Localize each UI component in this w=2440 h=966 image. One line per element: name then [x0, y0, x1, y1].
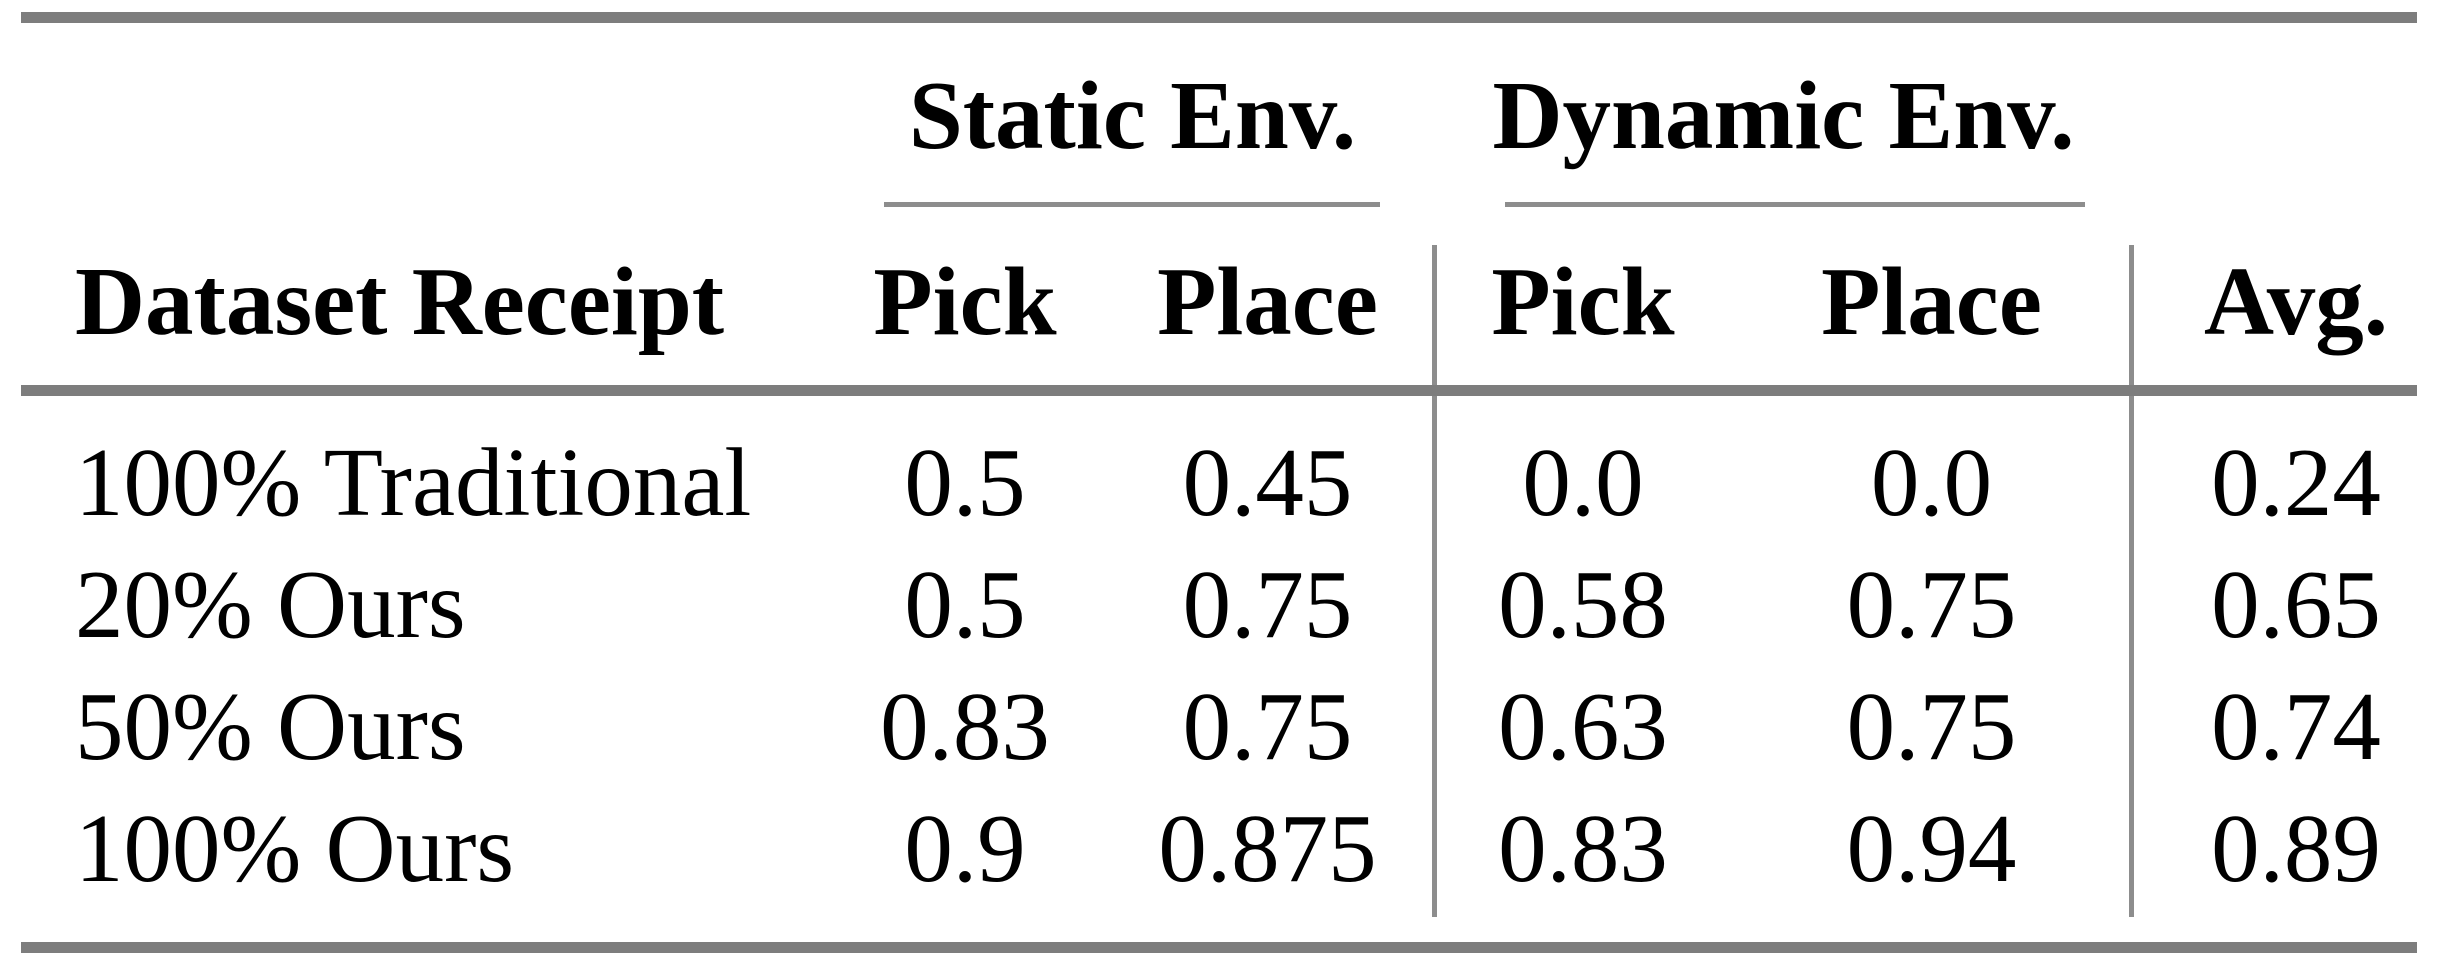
cell-dynamic-pick: 0.0: [1522, 428, 1644, 536]
column-header-static-place: Place: [1157, 248, 1378, 355]
results-table: Static Env. Dynamic Env. Dataset Receipt…: [24, 23, 2416, 909]
cell-dataset: 50% Ours: [75, 672, 466, 780]
cell-static-place: 0.75: [1182, 550, 1353, 658]
group-header-dynamic-env: Dynamic Env.: [1492, 61, 2075, 169]
cell-static-pick: 0.9: [904, 794, 1026, 902]
cell-dynamic-pick: 0.58: [1498, 550, 1668, 658]
cell-dynamic-pick: 0.63: [1498, 672, 1668, 780]
cell-avg: 0.24: [2211, 428, 2381, 536]
cell-dynamic-place: 0.94: [1846, 794, 2017, 902]
column-header-avg: Avg.: [2203, 248, 2389, 355]
table-bottom-rule: [21, 942, 2417, 953]
cell-dataset: 100% Traditional: [75, 428, 752, 536]
cell-avg: 0.65: [2211, 550, 2381, 658]
group-header-static-env: Static Env.: [908, 61, 1357, 169]
cell-static-place: 0.75: [1182, 672, 1353, 780]
static-env-underline-rule: [884, 202, 1380, 207]
column-header-dataset-receipt: Dataset Receipt: [75, 248, 725, 355]
cell-dataset: 100% Ours: [75, 794, 515, 902]
cell-static-pick: 0.83: [880, 672, 1050, 780]
column-header-dynamic-place: Place: [1821, 248, 2042, 355]
vertical-divider-static-dynamic: [1432, 245, 1437, 917]
cell-dynamic-place: 0.75: [1846, 672, 2017, 780]
dynamic-env-underline-rule: [1505, 202, 2085, 207]
column-header-static-pick: Pick: [873, 248, 1057, 355]
cell-static-place: 0.45: [1182, 428, 1353, 536]
cell-dynamic-place: 0.75: [1846, 550, 2017, 658]
cell-dataset: 20% Ours: [75, 550, 466, 658]
cell-static-place: 0.875: [1158, 794, 1377, 902]
cell-static-pick: 0.5: [904, 428, 1026, 536]
column-header-dynamic-pick: Pick: [1491, 248, 1675, 355]
cell-dynamic-place: 0.0: [1870, 428, 1993, 536]
table-top-rule: [21, 12, 2417, 23]
cell-static-pick: 0.5: [904, 550, 1026, 658]
cell-dynamic-pick: 0.83: [1498, 794, 1668, 902]
cell-avg: 0.89: [2211, 794, 2381, 902]
vertical-divider-dynamic-avg: [2129, 245, 2134, 917]
cell-avg: 0.74: [2211, 672, 2381, 780]
table-header-rule: [21, 385, 2417, 396]
